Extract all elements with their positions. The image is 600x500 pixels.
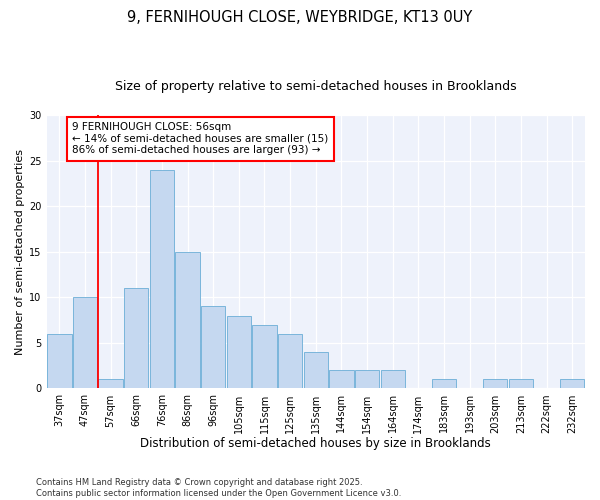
Text: 9 FERNIHOUGH CLOSE: 56sqm
← 14% of semi-detached houses are smaller (15)
86% of : 9 FERNIHOUGH CLOSE: 56sqm ← 14% of semi-… [72,122,328,156]
Bar [355,370,379,388]
Bar [483,380,508,388]
Bar [201,306,226,388]
Bar [47,334,71,388]
Y-axis label: Number of semi-detached properties: Number of semi-detached properties [15,148,25,354]
Bar [329,370,353,388]
Bar [509,380,533,388]
Bar [227,316,251,388]
Text: 9, FERNIHOUGH CLOSE, WEYBRIDGE, KT13 0UY: 9, FERNIHOUGH CLOSE, WEYBRIDGE, KT13 0UY [127,10,473,25]
X-axis label: Distribution of semi-detached houses by size in Brooklands: Distribution of semi-detached houses by … [140,437,491,450]
Bar [73,298,97,388]
Bar [175,252,200,388]
Bar [380,370,405,388]
Bar [278,334,302,388]
Text: Contains HM Land Registry data © Crown copyright and database right 2025.
Contai: Contains HM Land Registry data © Crown c… [36,478,401,498]
Bar [150,170,174,388]
Bar [253,324,277,388]
Bar [560,380,584,388]
Bar [432,380,456,388]
Bar [304,352,328,389]
Title: Size of property relative to semi-detached houses in Brooklands: Size of property relative to semi-detach… [115,80,517,93]
Bar [98,380,123,388]
Bar [124,288,148,388]
